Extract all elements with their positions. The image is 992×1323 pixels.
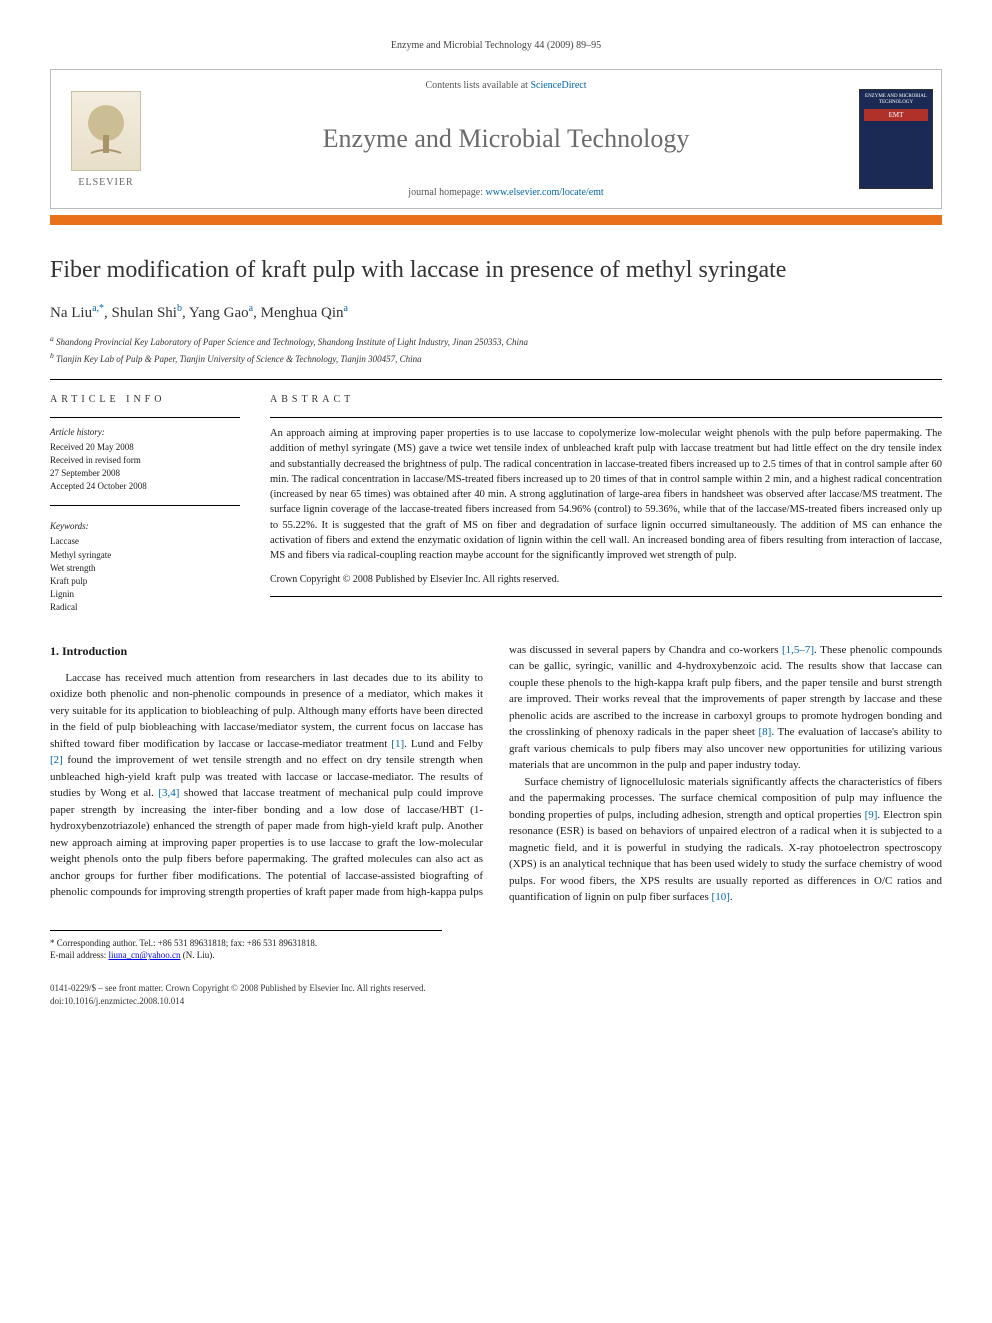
sciencedirect-link[interactable]: ScienceDirect (530, 80, 586, 91)
cover-thumbnail: ENZYME AND MICROBIAL TECHNOLOGY EMT (851, 70, 941, 208)
author-4-aff: a (344, 303, 348, 314)
info-rule (50, 417, 240, 418)
email-tail: (N. Liu). (181, 950, 215, 960)
journal-banner: ELSEVIER Contents lists available at Sci… (50, 69, 942, 209)
article-title: Fiber modification of kraft pulp with la… (50, 255, 942, 285)
journal-homepage: journal homepage: www.elsevier.com/locat… (408, 187, 603, 198)
footer-copyright: 0141-0229/$ – see front matter. Crown Co… (50, 982, 942, 995)
affiliation-b: b Tianjin Key Lab of Pulp & Paper, Tianj… (50, 351, 942, 366)
history-4: Accepted 24 October 2008 (50, 480, 240, 493)
history-1: Received 20 May 2008 (50, 441, 240, 454)
corr-email-link[interactable]: liuna_cn@yahoo.cn (108, 950, 180, 960)
abstract: ABSTRACT An approach aiming at improving… (270, 394, 942, 614)
email-label: E-mail address: (50, 950, 108, 960)
ref-2[interactable]: [2] (50, 754, 63, 766)
history-label: Article history: (50, 426, 240, 439)
contents-available: Contents lists available at ScienceDirec… (425, 80, 586, 91)
accent-rule (50, 215, 942, 225)
page-footer: 0141-0229/$ – see front matter. Crown Co… (50, 982, 942, 1007)
corr-marker: * (99, 303, 104, 314)
abstract-rule (270, 417, 942, 418)
info-rule-2 (50, 505, 240, 506)
corresponding-author-footnote: * Corresponding author. Tel.: +86 531 89… (50, 930, 442, 962)
history-3: 27 September 2008 (50, 467, 240, 480)
publisher-name: ELSEVIER (78, 177, 133, 188)
cover-abbrev: EMT (864, 109, 928, 121)
footer-doi: doi:10.1016/j.enzmictec.2008.10.014 (50, 995, 942, 1008)
author-4: Menghua Qin (261, 305, 344, 321)
history-2: Received in revised form (50, 454, 240, 467)
keyword-6: Radical (50, 601, 240, 614)
homepage-link[interactable]: www.elsevier.com/locate/emt (486, 187, 604, 198)
intro-para-2: Surface chemistry of lignocellulosic mat… (509, 774, 942, 906)
body-text: 1. Introduction Laccase has received muc… (50, 642, 942, 906)
abstract-copyright: Crown Copyright © 2008 Published by Else… (270, 573, 942, 588)
homepage-prefix: journal homepage: (408, 187, 485, 198)
author-2-aff: b (177, 303, 182, 314)
abstract-rule-bottom (270, 596, 942, 597)
running-head: Enzyme and Microbial Technology 44 (2009… (50, 40, 942, 51)
ref-10[interactable]: [10] (712, 891, 730, 903)
keywords-label: Keywords: (50, 520, 240, 533)
ref-9[interactable]: [9] (865, 809, 878, 821)
ref-3-4[interactable]: [3,4] (158, 787, 179, 799)
journal-title: Enzyme and Microbial Technology (323, 124, 690, 154)
keyword-5: Lignin (50, 588, 240, 601)
abstract-text: An approach aiming at improving paper pr… (270, 426, 942, 563)
author-list: Na Liua,*, Shulan Shib, Yang Gaoa, Mengh… (50, 303, 942, 322)
abstract-label: ABSTRACT (270, 394, 942, 405)
contents-prefix: Contents lists available at (425, 80, 530, 91)
ref-8[interactable]: [8] (759, 726, 772, 738)
ref-1-5-7[interactable]: [1,5–7] (782, 644, 814, 656)
author-1: Na Liu (50, 305, 92, 321)
publisher-logo: ELSEVIER (51, 70, 161, 208)
keyword-4: Kraft pulp (50, 575, 240, 588)
author-3: Yang Gao (189, 305, 249, 321)
keyword-3: Wet strength (50, 562, 240, 575)
elsevier-tree-icon (71, 91, 141, 171)
keyword-1: Laccase (50, 535, 240, 548)
author-2: Shulan Shi (112, 305, 177, 321)
cover-full-title: ENZYME AND MICROBIAL TECHNOLOGY (864, 94, 928, 105)
author-1-aff: a, (92, 303, 99, 314)
author-3-aff: a (249, 303, 253, 314)
article-info-label: ARTICLE INFO (50, 394, 240, 405)
keyword-2: Methyl syringate (50, 549, 240, 562)
affiliation-a: a Shandong Provincial Key Laboratory of … (50, 334, 942, 349)
divider (50, 379, 942, 380)
intro-heading: 1. Introduction (50, 642, 483, 660)
ref-1[interactable]: [1] (391, 738, 404, 750)
corr-label: * Corresponding author. Tel.: +86 531 89… (50, 937, 442, 950)
article-info: ARTICLE INFO Article history: Received 2… (50, 394, 240, 614)
